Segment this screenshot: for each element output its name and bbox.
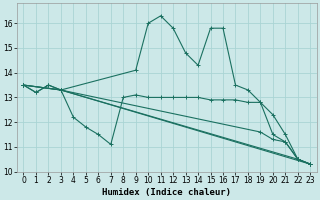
X-axis label: Humidex (Indice chaleur): Humidex (Indice chaleur) bbox=[102, 188, 231, 197]
